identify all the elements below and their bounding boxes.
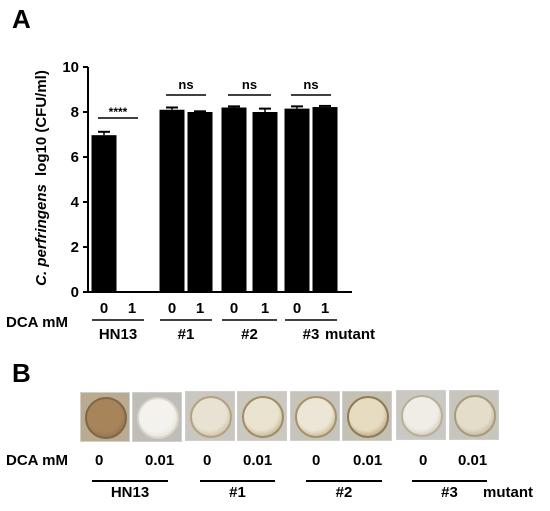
culture-well [347, 396, 389, 438]
x-tick-label: 1 [128, 300, 136, 317]
culture-photo [185, 391, 235, 441]
x-tick-label: 1 [261, 300, 269, 317]
y-axis-label-italic: C. perfringens [33, 184, 50, 286]
group-label: #2 [335, 484, 353, 501]
x-tick-label: 1 [321, 300, 329, 317]
y-tick-label: 2 [71, 239, 79, 256]
bar-chart: C. perfringens log10 (CFU/ml) DCA mM mut… [6, 59, 375, 343]
bar [284, 108, 310, 292]
group-label: HN13 [110, 484, 150, 501]
culture-well [454, 395, 496, 437]
significance-label: ns [178, 77, 193, 92]
group-underline [412, 480, 487, 482]
group-label: #1 [229, 484, 246, 501]
culture-photo [80, 392, 130, 442]
culture-well [85, 397, 127, 439]
y-tick-label: 6 [71, 149, 79, 166]
culture-photo [132, 392, 182, 442]
concentration-label: 0 [419, 452, 428, 469]
bar [159, 109, 185, 292]
x-tick-label: 0 [230, 300, 238, 317]
concentration-label: 0.01 [243, 452, 273, 469]
panel-b-letter: B [12, 358, 31, 388]
culture-well [242, 396, 284, 438]
bar [187, 112, 213, 292]
y-tick-label: 10 [62, 59, 79, 76]
significance-label: **** [109, 105, 128, 119]
culture-well [295, 396, 337, 438]
concentration-label: 0 [203, 452, 212, 469]
group-label: #3 [441, 484, 458, 501]
panel-b-dca-label: DCA mM [6, 452, 68, 469]
y-tick-label: 4 [71, 194, 80, 211]
dca-label: DCA mM [6, 314, 68, 331]
culture-photo [396, 390, 446, 440]
panel-a-letter: A [12, 4, 31, 34]
concentration-label: 0 [95, 452, 104, 469]
concentration-label: 0.01 [353, 452, 383, 469]
group-label: #1 [178, 326, 195, 343]
culture-photo [449, 390, 499, 440]
x-tick-label: 0 [168, 300, 176, 317]
bar [221, 107, 247, 292]
bar [252, 112, 278, 292]
x-tick-label: 0 [293, 300, 301, 317]
group-label: #2 [241, 326, 258, 343]
concentration-label: 0 [312, 452, 321, 469]
bar [312, 107, 338, 292]
significance-label: ns [242, 77, 257, 92]
significance-label: ns [303, 77, 318, 92]
y-axis-label: C. perfringens log10 (CFU/ml) [33, 70, 50, 286]
culture-photo [290, 391, 340, 441]
y-axis-label-rest: log10 (CFU/ml) [33, 70, 50, 176]
group-label: #3 [303, 326, 320, 343]
concentration-label: 0.01 [458, 452, 488, 469]
culture-well [137, 397, 179, 439]
y-tick-label: 8 [71, 104, 79, 121]
x-tick-label: 0 [100, 300, 108, 317]
bar [91, 135, 117, 292]
culture-well [401, 395, 443, 437]
panel-b-mutant-label: mutant [483, 484, 533, 501]
group-underline [306, 480, 382, 482]
group-label: HN13 [99, 326, 137, 343]
culture-photo [237, 391, 287, 441]
culture-photo [342, 391, 392, 441]
x-tick-label: 1 [196, 300, 204, 317]
concentration-label: 0.01 [145, 452, 175, 469]
group-underline [92, 480, 168, 482]
culture-well [190, 396, 232, 438]
y-tick-label: 0 [71, 284, 79, 301]
mutant-label: mutant [325, 326, 375, 343]
group-underline [200, 480, 275, 482]
